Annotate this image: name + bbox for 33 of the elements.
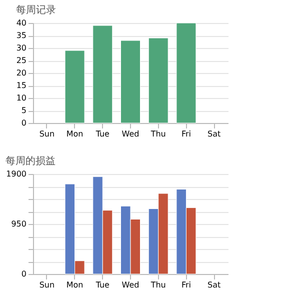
y-tick-label: 40 xyxy=(16,18,26,28)
x-tick-label: Mon xyxy=(66,280,84,290)
y-tick-label: 950 xyxy=(11,220,26,228)
chart-title: 每周记录 xyxy=(16,4,56,16)
bar xyxy=(64,50,85,124)
x-tick-label: Sat xyxy=(208,280,221,290)
bar xyxy=(120,40,140,124)
y-tick-label: 25 xyxy=(16,56,26,65)
bar xyxy=(176,22,196,124)
x-tick-label: Tue xyxy=(94,280,110,290)
x-tick-label: Mon xyxy=(66,130,84,138)
y-tick-label: 30 xyxy=(16,44,26,52)
y-tick-label: 5 xyxy=(21,106,26,115)
y-tick-label: 20 xyxy=(16,68,26,78)
x-tick-label: Thu xyxy=(150,280,166,290)
chart-title: 每周的损益 xyxy=(6,155,56,167)
bar xyxy=(148,38,168,124)
x-tick-label: Thu xyxy=(150,130,166,138)
x-tick-label: Tue xyxy=(94,130,110,138)
y-tick-label: 35 xyxy=(16,31,26,40)
y-tick-label: 0 xyxy=(21,118,26,128)
x-tick-label: Sun xyxy=(39,280,55,290)
y-tick-label: 15 xyxy=(16,81,26,90)
bar xyxy=(92,25,113,124)
y-tick-label: 10 xyxy=(16,94,26,102)
y-tick-label: 0 xyxy=(21,270,26,278)
x-tick-label: Wed xyxy=(122,280,140,290)
x-tick-label: Fri xyxy=(181,130,191,138)
x-tick-label: Sat xyxy=(208,130,221,138)
x-tick-label: Sun xyxy=(39,130,55,138)
x-tick-label: Fri xyxy=(181,280,191,290)
y-tick-label: 1900 xyxy=(6,170,26,178)
x-tick-label: Wed xyxy=(122,130,140,138)
